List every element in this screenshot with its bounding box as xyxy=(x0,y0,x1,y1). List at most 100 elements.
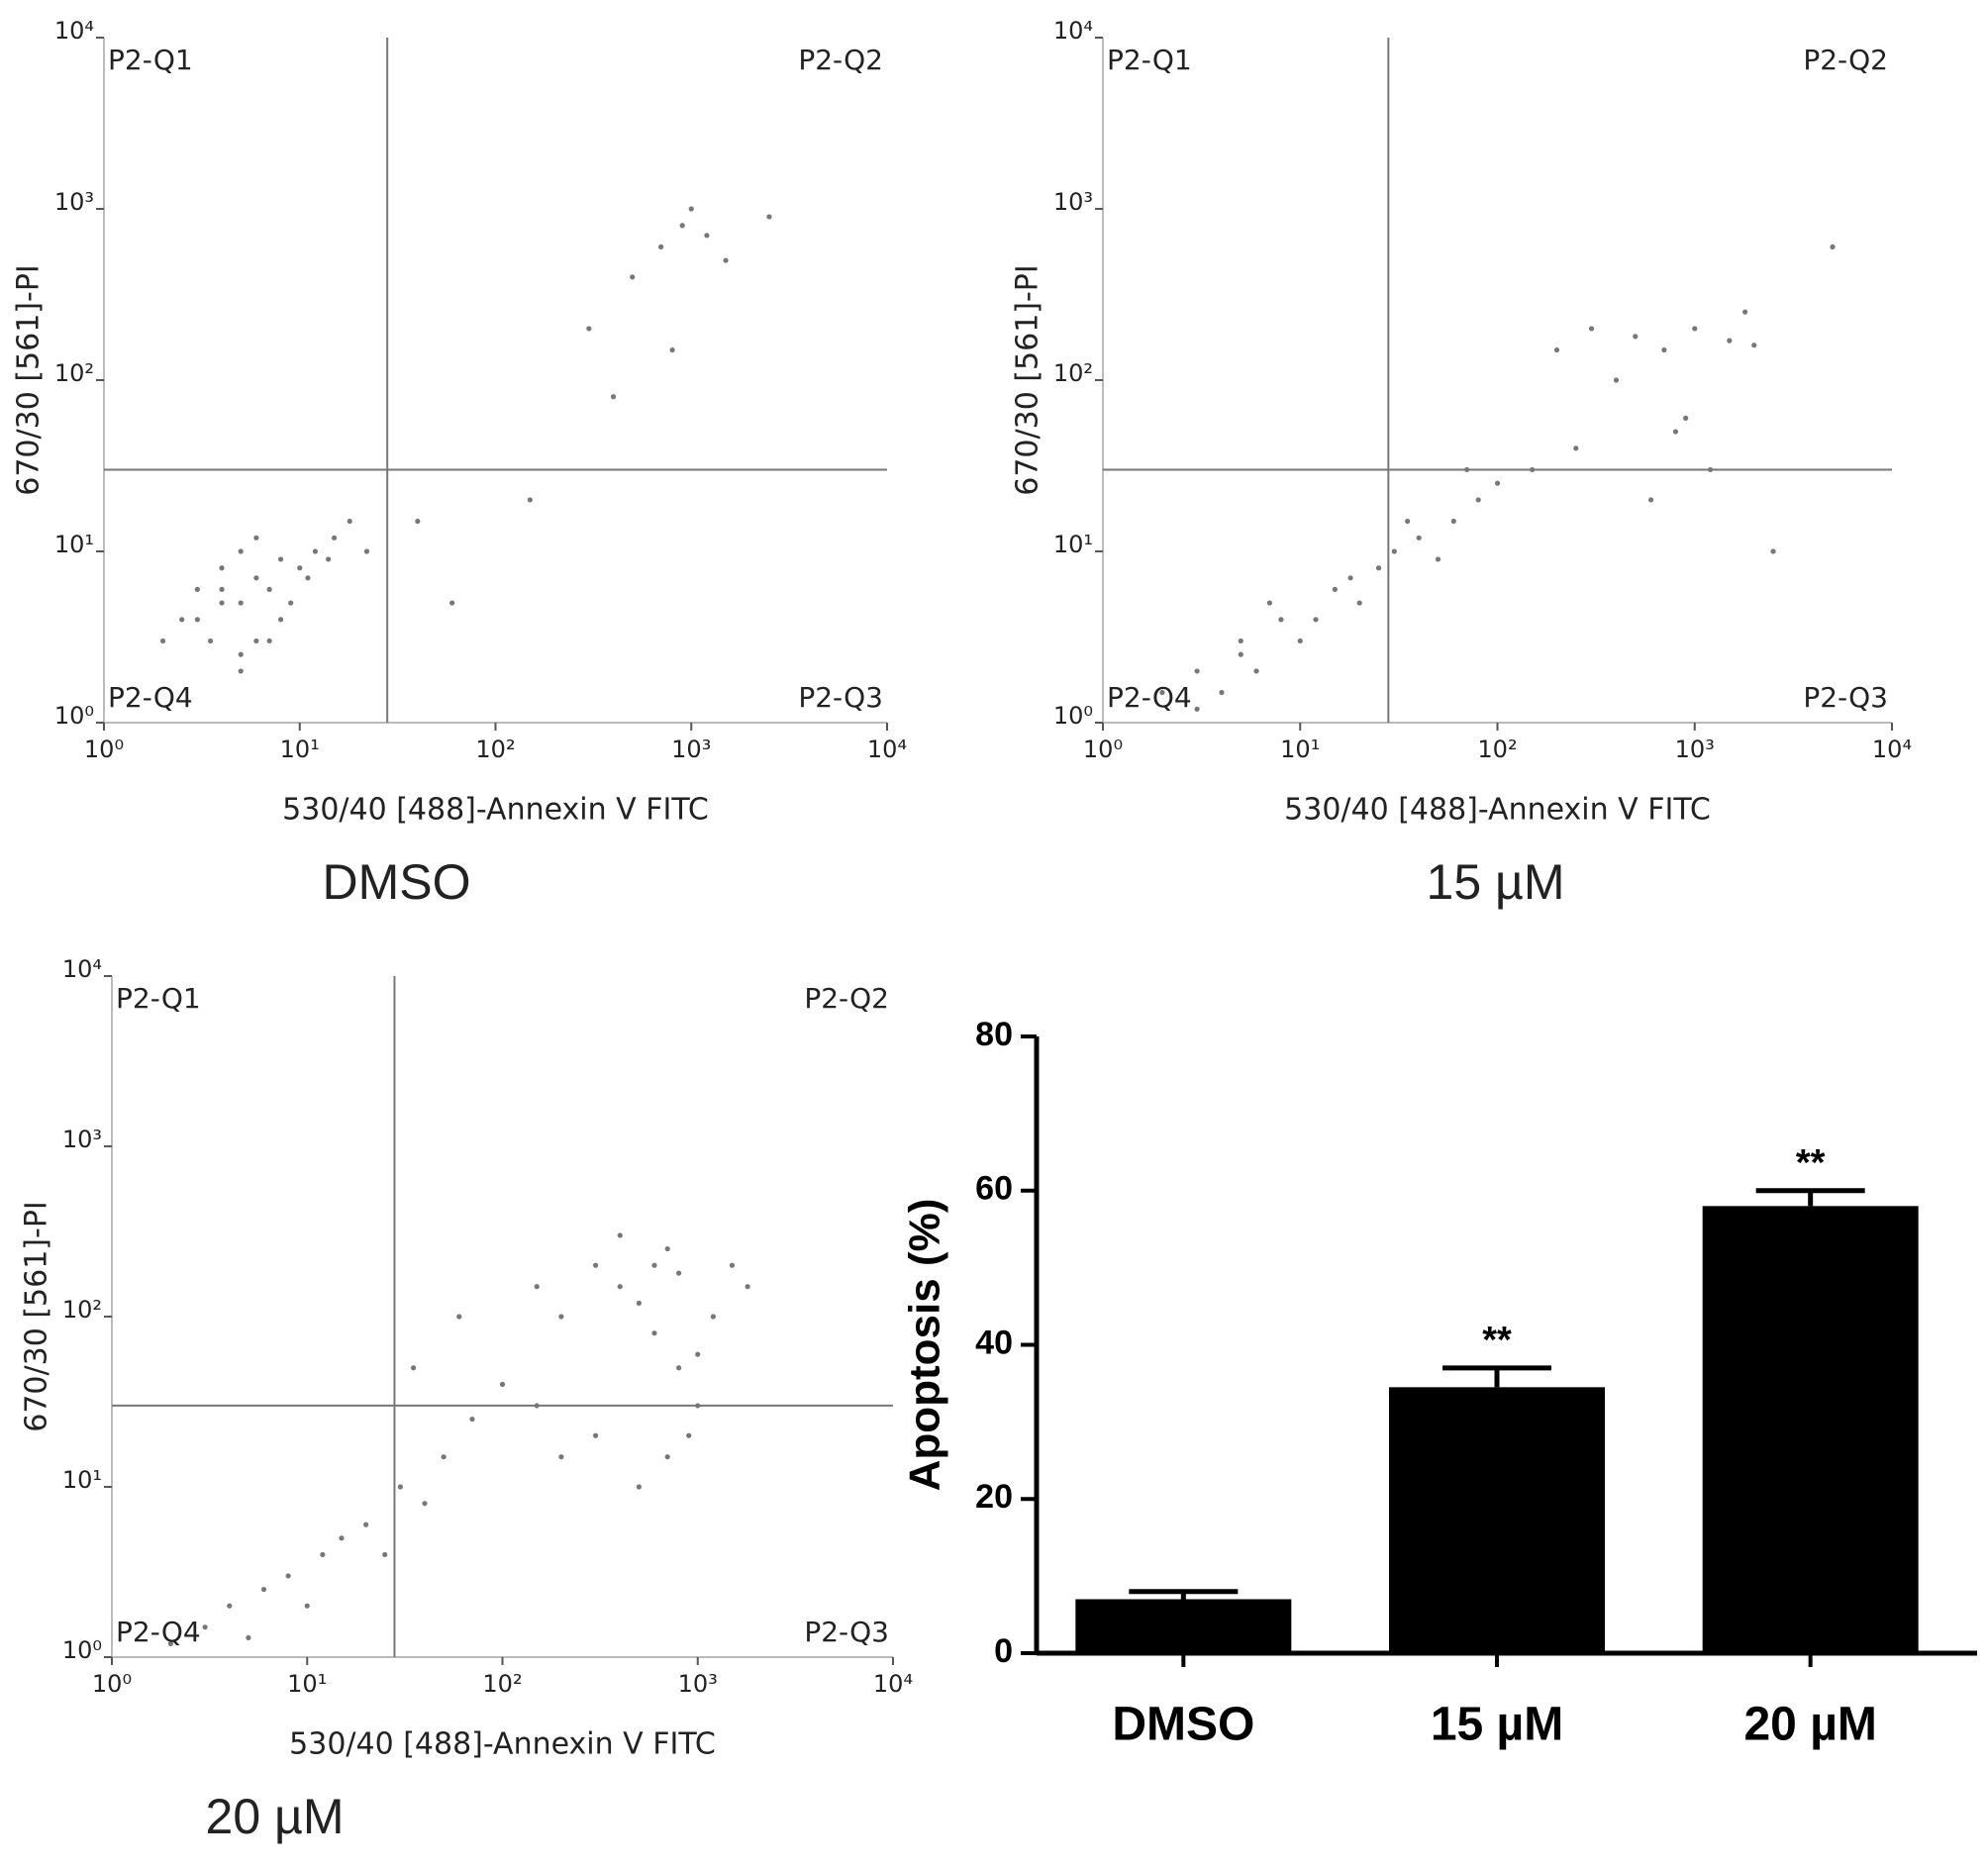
event-point xyxy=(363,548,370,554)
event-point xyxy=(288,600,294,606)
event-point xyxy=(1553,346,1560,353)
event-point xyxy=(1672,429,1679,435)
y-tick-label: 10³ xyxy=(62,1126,102,1153)
event-point xyxy=(1405,518,1411,525)
x-tick-label: 10¹ xyxy=(1280,736,1320,763)
y-tick-label: 10¹ xyxy=(62,1466,102,1494)
event-point xyxy=(636,1300,642,1306)
event-point xyxy=(636,1484,642,1490)
quadrant-label: P2-Q2 xyxy=(804,982,889,1015)
y-tick-label: 10⁰ xyxy=(62,1636,102,1664)
event-point xyxy=(167,1640,173,1646)
event-point xyxy=(686,1432,692,1438)
x-tick-label: 10² xyxy=(475,736,515,763)
quadrant-label: P2-Q4 xyxy=(1107,681,1192,714)
event-point xyxy=(534,1284,540,1290)
panel-caption: DMSO xyxy=(323,854,471,910)
y-axis-label: 670/30 [561]-PI xyxy=(20,1201,54,1432)
quadrant-label: P2-Q2 xyxy=(798,44,883,76)
event-point xyxy=(1297,638,1303,644)
event-point xyxy=(1313,617,1319,623)
event-point xyxy=(202,1624,208,1630)
event-point xyxy=(664,1454,670,1460)
quadrant-label: P2-Q4 xyxy=(116,1616,201,1648)
event-point xyxy=(179,617,185,623)
y-tick-label: 10¹ xyxy=(54,531,94,558)
event-point xyxy=(688,206,694,212)
bar xyxy=(1389,1387,1605,1653)
event-point xyxy=(304,1603,310,1609)
event-point xyxy=(1332,586,1338,592)
event-point xyxy=(441,1454,447,1460)
event-point xyxy=(382,1551,388,1558)
y-tick-label: 10² xyxy=(62,1296,102,1324)
y-tick-label: 10⁰ xyxy=(1053,702,1093,730)
y-tick-label: 10⁴ xyxy=(54,17,94,45)
event-point xyxy=(469,1416,475,1423)
event-point xyxy=(651,1262,657,1268)
event-point xyxy=(1683,415,1689,421)
event-point xyxy=(1450,518,1456,525)
y-axis-label: Apoptosis (%) xyxy=(901,1199,949,1492)
event-point xyxy=(1253,668,1259,674)
y-tick-label: 40 xyxy=(975,1324,1013,1361)
event-point xyxy=(664,1245,670,1252)
quadrant-label: P2-Q1 xyxy=(116,982,201,1015)
event-point xyxy=(1194,668,1200,674)
y-tick-label: 10⁰ xyxy=(54,702,94,730)
event-point xyxy=(723,257,729,263)
y-tick-label: 10⁴ xyxy=(1053,17,1093,45)
event-point xyxy=(266,638,272,644)
event-point xyxy=(449,600,455,606)
event-point xyxy=(1278,617,1284,623)
event-point xyxy=(499,1381,506,1388)
significance-label: ** xyxy=(1482,1320,1512,1361)
event-point xyxy=(238,651,244,657)
quadrant-label: P2-Q3 xyxy=(1803,681,1888,714)
event-point xyxy=(253,535,259,540)
event-point xyxy=(1770,548,1776,554)
event-point xyxy=(305,575,311,581)
panel-caption: 15 µM xyxy=(1427,854,1565,910)
event-point xyxy=(1159,689,1165,696)
y-tick-label: 10² xyxy=(1053,359,1093,387)
event-point xyxy=(246,1634,251,1641)
x-tick-label: 10¹ xyxy=(287,1670,327,1698)
event-point xyxy=(1742,309,1748,315)
event-point xyxy=(207,638,214,644)
event-point xyxy=(617,1284,623,1290)
x-tick-label: 10⁰ xyxy=(1083,736,1123,763)
event-point xyxy=(679,223,685,229)
event-point xyxy=(695,1351,701,1357)
event-point xyxy=(729,1262,736,1268)
panel-caption: 20 µM xyxy=(206,1789,345,1844)
quadrant-label: P2-Q4 xyxy=(108,681,193,714)
event-point xyxy=(1727,338,1733,344)
event-point xyxy=(1194,706,1200,712)
event-point xyxy=(710,1314,716,1320)
event-point xyxy=(558,1454,564,1460)
event-point xyxy=(363,1522,369,1527)
event-point xyxy=(527,497,533,503)
event-point xyxy=(766,214,772,220)
event-point xyxy=(1588,326,1595,332)
y-tick-label: 10² xyxy=(54,359,94,387)
y-tick-label: 20 xyxy=(975,1478,1013,1516)
event-point xyxy=(669,346,675,353)
event-point xyxy=(277,617,284,623)
x-axis-label: 530/40 [488]-Annexin V FITC xyxy=(282,793,709,828)
event-point xyxy=(219,586,225,592)
x-tick-label: 10⁰ xyxy=(92,1670,132,1698)
event-point xyxy=(630,274,636,280)
event-point xyxy=(219,600,225,606)
event-point xyxy=(456,1314,462,1320)
event-point xyxy=(1391,548,1397,554)
event-point xyxy=(1573,445,1579,451)
x-tick-label: DMSO xyxy=(1112,1699,1254,1751)
event-point xyxy=(558,1314,564,1320)
x-tick-label: 10³ xyxy=(1675,736,1715,763)
quadrant-label: P2-Q3 xyxy=(798,681,883,714)
y-tick-label: 0 xyxy=(994,1632,1013,1670)
x-tick-label: 20 µM xyxy=(1743,1699,1876,1751)
